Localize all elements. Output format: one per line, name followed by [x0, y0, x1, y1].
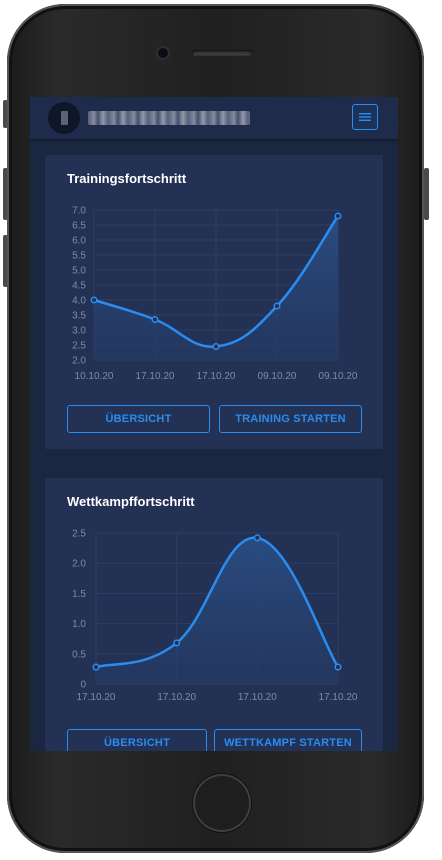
data-point — [334, 663, 342, 671]
series-area — [94, 216, 338, 360]
x-tick-label: 17.10.20 — [319, 692, 358, 703]
mute-switch — [3, 100, 8, 128]
x-tick-label: 09.10.20 — [258, 371, 297, 382]
y-tick-label: 2.5 — [72, 341, 86, 352]
y-tick-label: 3.0 — [72, 326, 86, 337]
competition-progress-chart: 0 0.5 1.0 1.5 2.0 2.5 17.10.20 17.10.20 17.10.20… — [72, 529, 358, 704]
data-point — [90, 296, 98, 304]
volume-up-button — [3, 168, 8, 220]
y-tick-label: 2.5 — [72, 529, 86, 540]
y-tick-label: 6.5 — [72, 221, 86, 232]
training-progress-chart: 2.0 2.5 3.0 3.5 4.0 4.5 5.0 5.5 6.0 6.5 7.0 10.10.2… — [72, 206, 358, 383]
y-tick-label: 7.0 — [72, 206, 86, 217]
data-point — [92, 663, 100, 671]
username-label: benutzername@mail.com — [88, 111, 250, 125]
start-competition-button[interactable]: WETTKAMPF STARTEN — [214, 729, 362, 751]
app-screen: benutzername@mail.com Trainingsfortschri… — [30, 97, 398, 751]
y-tick-label: 0.5 — [72, 649, 86, 660]
data-point — [173, 639, 181, 647]
data-point — [334, 212, 342, 220]
data-point — [273, 302, 281, 310]
x-tick-label: 17.10.20 — [197, 371, 236, 382]
card-title: Trainingsfortschritt — [67, 171, 187, 186]
competition-overview-button[interactable]: ÜBERSICHT — [67, 729, 207, 751]
x-tick-label: 09.10.20 — [319, 371, 358, 382]
avatar[interactable] — [48, 102, 80, 134]
x-tick-label: 10.10.20 — [75, 371, 114, 382]
menu-button[interactable] — [352, 104, 378, 130]
front-camera — [158, 48, 168, 58]
data-point — [151, 315, 159, 324]
y-tick-label: 0 — [80, 680, 86, 691]
series-area — [96, 537, 338, 684]
training-progress-card: Trainingsfortschritt 2.0 2.5 3.0 3.5 4.0 4.5 5… — [45, 155, 383, 449]
x-tick-label: 17.10.20 — [157, 692, 196, 703]
hamburger-icon — [359, 113, 371, 121]
data-point — [253, 534, 261, 542]
y-tick-label: 1.5 — [72, 589, 86, 600]
user-icon — [61, 111, 68, 125]
x-tick-label: 17.10.20 — [238, 692, 277, 703]
y-tick-label: 2.0 — [72, 559, 86, 570]
start-training-button[interactable]: TRAINING STARTEN — [219, 405, 362, 433]
y-tick-label: 2.0 — [72, 356, 86, 367]
x-tick-label: 17.10.20 — [136, 371, 175, 382]
y-tick-label: 6.0 — [72, 236, 86, 247]
y-tick-label: 4.0 — [72, 296, 86, 307]
series-line — [94, 536, 340, 669]
y-tick-label: 5.5 — [72, 251, 86, 262]
card-title: Wettkampffortschritt — [67, 494, 195, 509]
y-tick-label: 3.5 — [72, 311, 86, 322]
training-overview-button[interactable]: ÜBERSICHT — [67, 405, 210, 433]
x-tick-label: 17.10.20 — [77, 692, 116, 703]
power-button — [424, 168, 429, 220]
competition-progress-card: Wettkampffortschritt 0 0.5 1.0 1.5 2.0 2.5 17.… — [45, 478, 383, 751]
y-tick-label: 5.0 — [72, 266, 86, 277]
home-button[interactable] — [193, 774, 251, 832]
y-tick-label: 4.5 — [72, 281, 86, 292]
volume-down-button — [3, 235, 8, 287]
top-navbar: benutzername@mail.com — [30, 97, 398, 139]
earpiece-speaker — [192, 50, 252, 56]
data-point — [212, 342, 220, 351]
y-tick-label: 1.0 — [72, 619, 86, 630]
